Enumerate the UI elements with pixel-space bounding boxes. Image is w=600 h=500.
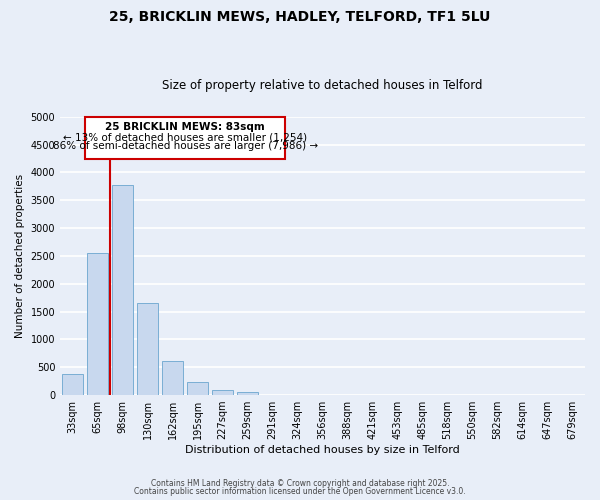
- Bar: [162, 360, 183, 395]
- Bar: [87, 253, 108, 395]
- Text: 25, BRICKLIN MEWS, HADLEY, TELFORD, TF1 5LU: 25, BRICKLIN MEWS, HADLEY, TELFORD, TF1 …: [109, 10, 491, 24]
- Text: Contains public sector information licensed under the Open Government Licence v3: Contains public sector information licen…: [134, 487, 466, 496]
- Text: ← 13% of detached houses are smaller (1,254): ← 13% of detached houses are smaller (1,…: [63, 132, 307, 142]
- Text: Contains HM Land Registry data © Crown copyright and database right 2025.: Contains HM Land Registry data © Crown c…: [151, 478, 449, 488]
- Bar: [212, 390, 233, 395]
- Bar: [137, 303, 158, 395]
- Bar: [187, 382, 208, 395]
- Bar: [112, 184, 133, 395]
- X-axis label: Distribution of detached houses by size in Telford: Distribution of detached houses by size …: [185, 445, 460, 455]
- Bar: [85, 117, 285, 158]
- Bar: [237, 392, 258, 395]
- Y-axis label: Number of detached properties: Number of detached properties: [15, 174, 25, 338]
- Title: Size of property relative to detached houses in Telford: Size of property relative to detached ho…: [163, 79, 483, 92]
- Text: 25 BRICKLIN MEWS: 83sqm: 25 BRICKLIN MEWS: 83sqm: [105, 122, 265, 132]
- Text: 86% of semi-detached houses are larger (7,986) →: 86% of semi-detached houses are larger (…: [53, 142, 317, 152]
- Bar: [62, 374, 83, 395]
